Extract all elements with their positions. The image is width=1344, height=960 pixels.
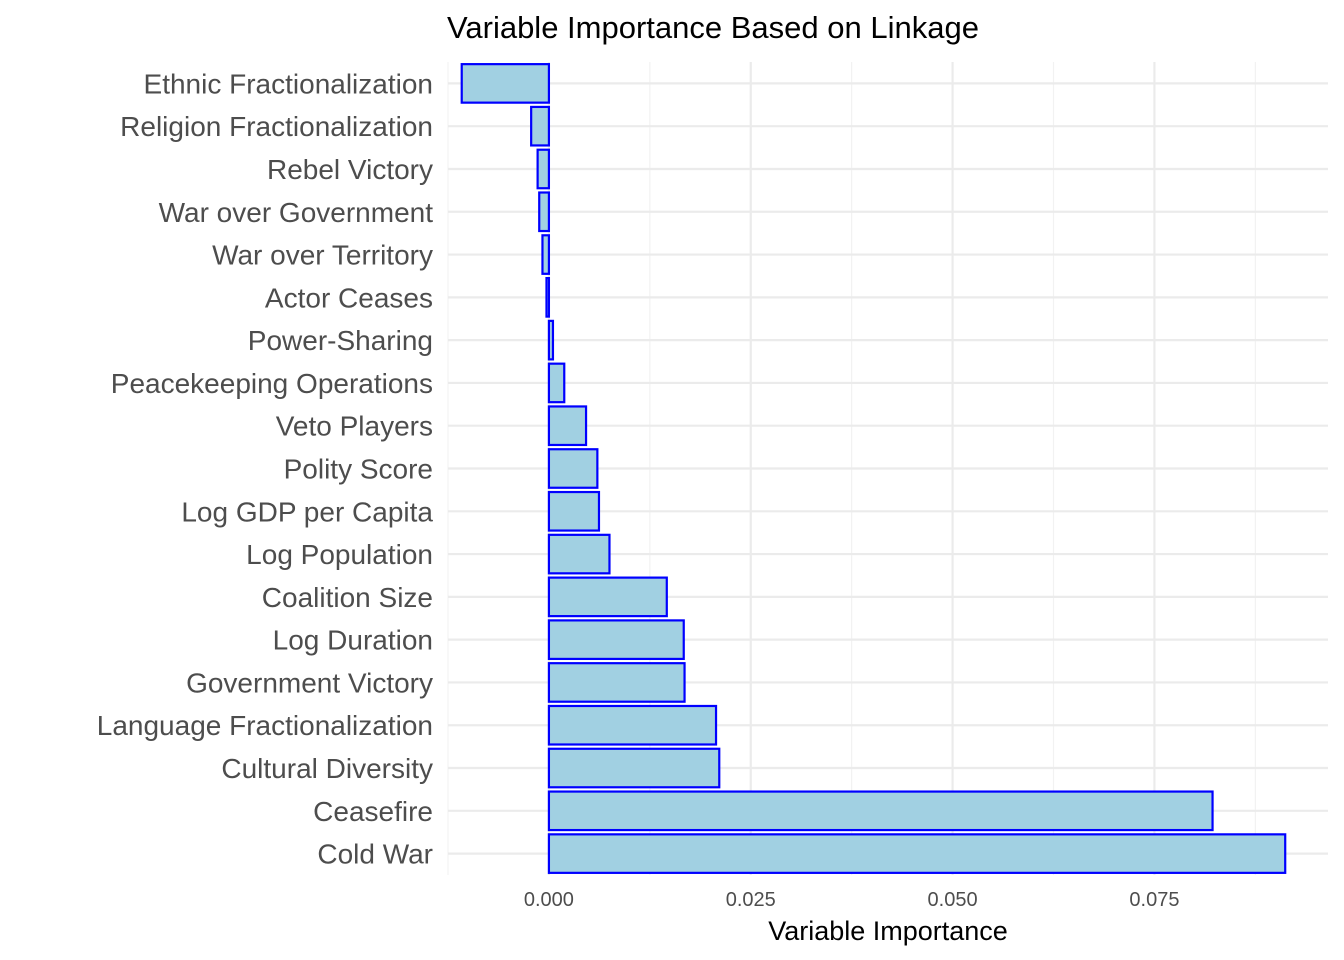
category-label: Actor Ceases bbox=[265, 282, 433, 313]
bar bbox=[541, 234, 551, 275]
category-label: Government Victory bbox=[186, 667, 433, 698]
category-label: Cold War bbox=[317, 839, 433, 870]
category-label: Rebel Victory bbox=[267, 154, 433, 185]
category-label: Log Population bbox=[246, 539, 433, 570]
category-label: Peacekeeping Operations bbox=[111, 368, 433, 399]
bar bbox=[545, 276, 551, 318]
bar bbox=[547, 790, 1214, 832]
x-axis-title: Variable Importance bbox=[768, 916, 1008, 946]
category-label: Polity Score bbox=[284, 454, 433, 485]
y-axis-labels: Ethnic Fractionalization Religion Fractio… bbox=[97, 68, 434, 869]
bar bbox=[547, 490, 601, 532]
bar bbox=[547, 576, 668, 618]
category-label: Ceasefire bbox=[313, 796, 433, 827]
x-tick-label: 0.075 bbox=[1129, 889, 1179, 911]
category-label: Religion Fractionalization bbox=[120, 111, 433, 142]
category-label: Log Duration bbox=[273, 625, 433, 656]
category-label: Coalition Size bbox=[262, 582, 433, 613]
category-label: Language Fractionalization bbox=[97, 710, 433, 741]
bar bbox=[547, 448, 599, 489]
bar bbox=[536, 148, 551, 190]
category-label: War over Territory bbox=[212, 240, 433, 271]
bar bbox=[547, 319, 555, 361]
category-label: Ethnic Fractionalization bbox=[144, 68, 433, 99]
category-label: Veto Players bbox=[276, 411, 433, 442]
bar bbox=[538, 191, 551, 233]
bar bbox=[547, 747, 721, 789]
bars bbox=[460, 63, 1287, 874]
bar bbox=[547, 619, 685, 661]
bar bbox=[460, 63, 551, 104]
bar bbox=[547, 362, 566, 404]
bar bbox=[547, 405, 588, 447]
bar bbox=[547, 833, 1287, 874]
x-axis-tick-labels: 0.000 0.025 0.050 0.075 bbox=[524, 889, 1180, 911]
x-tick-label: 0.050 bbox=[928, 889, 978, 911]
category-label: Power-Sharing bbox=[248, 325, 433, 356]
category-label: Cultural Diversity bbox=[221, 753, 433, 784]
chart-title: Variable Importance Based on Linkage bbox=[447, 10, 979, 45]
x-tick-label: 0.025 bbox=[726, 889, 776, 911]
bar bbox=[530, 105, 551, 147]
bar bbox=[547, 533, 611, 575]
category-label: War over Government bbox=[159, 197, 434, 228]
x-tick-label: 0.000 bbox=[524, 889, 574, 911]
bar bbox=[547, 704, 718, 746]
bar bbox=[547, 662, 686, 703]
category-label: Log GDP per Capita bbox=[181, 496, 433, 527]
